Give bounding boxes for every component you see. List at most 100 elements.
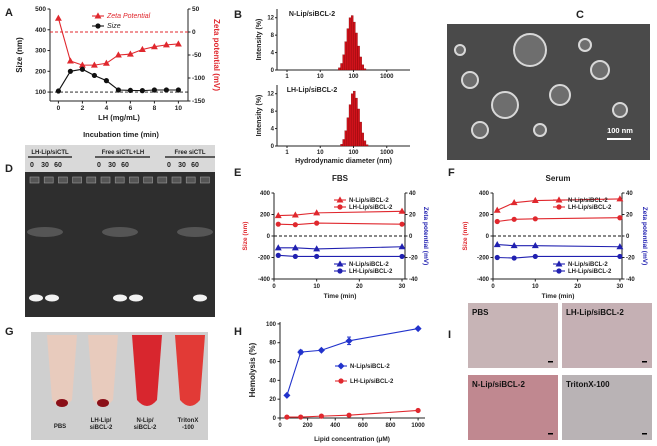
- y2-tick-label: 20: [626, 213, 633, 219]
- y-tick-label: 4: [271, 51, 275, 57]
- x-tick-label: 0: [272, 284, 276, 290]
- y2-tick-label: 40: [409, 191, 416, 197]
- y-tick-label: -400: [258, 277, 271, 283]
- x-tick-label: 30: [399, 284, 406, 290]
- y-tick-label: 4: [271, 127, 275, 133]
- data-point: [531, 196, 539, 204]
- data-point: [531, 242, 539, 249]
- data-point: [102, 59, 110, 66]
- gel-well: [143, 176, 153, 184]
- x-tick-label: 10: [532, 284, 539, 290]
- y-tick-label: 100: [35, 89, 46, 96]
- x-axis-label: Time (min): [542, 293, 575, 300]
- data-point: [314, 220, 320, 226]
- histogram-bar: [350, 93, 354, 147]
- data-point: [318, 413, 325, 419]
- x-axis-label: Hydrodynamic diameter (nm): [295, 158, 392, 165]
- data-point: [54, 14, 62, 21]
- histogram-bar: [355, 97, 358, 147]
- histogram-bar: [365, 144, 369, 147]
- data-point: [139, 88, 145, 94]
- y-tick-label: 12: [267, 92, 274, 98]
- data-point: [275, 221, 281, 227]
- x-tick-label: 8: [153, 105, 157, 112]
- microscopy-tile: [468, 375, 558, 440]
- data-point: [151, 87, 157, 93]
- scale-bar: [642, 433, 647, 435]
- y-tick-label: 400: [35, 27, 46, 34]
- histogram-bar: [363, 140, 367, 147]
- panel-letter-C: C: [576, 9, 584, 21]
- microscopy-tile: [468, 303, 558, 368]
- histogram-bar: [357, 45, 360, 71]
- gel-electrophoresis: Incubation time (min) LH-Lip/siCTL 0 30 60 Fr…: [25, 130, 215, 317]
- tem-image: 100 nm: [447, 24, 650, 160]
- scale-bar-label: 100 nm: [607, 126, 633, 135]
- x-tick-label: 10: [175, 105, 183, 112]
- tube-label: TritonX -100: [178, 418, 199, 431]
- data-point: [494, 254, 500, 261]
- chart-title: N-Lip/siBCL-2: [289, 11, 335, 18]
- data-point: [314, 253, 320, 260]
- y-axis-label: Intensity (%): [256, 95, 263, 137]
- gel-time-label: 60: [54, 162, 62, 169]
- y2-tick-label: -40: [409, 277, 418, 283]
- data-point: [274, 244, 282, 251]
- histogram-bar: [340, 63, 343, 71]
- tile-label: TritonX-100: [566, 380, 610, 389]
- chart-title: FBS: [332, 174, 349, 183]
- x-tick-label: 100: [349, 150, 360, 156]
- data-point: [399, 253, 405, 260]
- vesicle: [590, 60, 610, 80]
- y-tick-label: 100: [266, 322, 277, 328]
- y-tick-label: -200: [258, 256, 271, 262]
- y-axis-label: Hemolysis (%): [248, 342, 257, 397]
- data-point: [313, 245, 321, 252]
- tube-label: PBS: [54, 424, 66, 430]
- gel-well: [72, 176, 82, 184]
- tube-label: LH-Lip/siBCL-2: [90, 418, 113, 431]
- data-point: [90, 61, 98, 68]
- gel-group-label: Free siCTL: [174, 150, 205, 156]
- x-tick-label: 1: [285, 74, 289, 80]
- data-point: [616, 243, 624, 250]
- legend-marker: [94, 12, 102, 19]
- chart-B-top: 1 10 100 1000 0 4 8 12 N-Lip/siBCL-2 Intensity (%…: [256, 9, 410, 80]
- y-tick-label: 400: [479, 191, 490, 197]
- y2-axis-label: Zeta potential (mV): [641, 207, 648, 266]
- histogram-bar: [344, 130, 348, 147]
- data-point: [493, 240, 501, 248]
- x-tick-label: 10: [317, 74, 324, 80]
- legend-label: LH-Lip/siBCL-2: [349, 269, 393, 275]
- y2-tick-label: -50: [192, 52, 202, 59]
- x-tick-label: 0: [278, 423, 282, 429]
- legend-marker: [337, 204, 343, 210]
- vesicle: [454, 44, 466, 56]
- data-point: [283, 391, 291, 399]
- x-tick-label: 10: [317, 150, 324, 156]
- sirna-band: [113, 294, 127, 302]
- histogram-bar: [361, 132, 364, 147]
- data-point: [346, 412, 352, 418]
- x-tick-label: 20: [574, 284, 581, 290]
- histogram-bar: [346, 28, 350, 71]
- panel-letter-A: A: [5, 7, 13, 19]
- y2-axis-label: Zeta potential (mV): [422, 207, 429, 266]
- y-tick-label: 40: [269, 378, 276, 384]
- data-point: [284, 414, 290, 420]
- series-line: [286, 328, 419, 396]
- x-tick-label: 1000: [380, 150, 394, 156]
- x-tick-label: 6: [129, 105, 133, 112]
- x-tick-label: 600: [358, 423, 369, 429]
- data-point: [291, 211, 299, 218]
- y-tick-label: 0: [271, 68, 275, 74]
- gel-well: [171, 176, 182, 184]
- series-line: [278, 246, 403, 250]
- legend-marker: [555, 260, 563, 267]
- gel-well: [129, 176, 139, 184]
- histogram-bar: [348, 104, 352, 147]
- legend-label: LH-Lip/siBCL-2: [568, 205, 612, 211]
- tube: [175, 335, 205, 406]
